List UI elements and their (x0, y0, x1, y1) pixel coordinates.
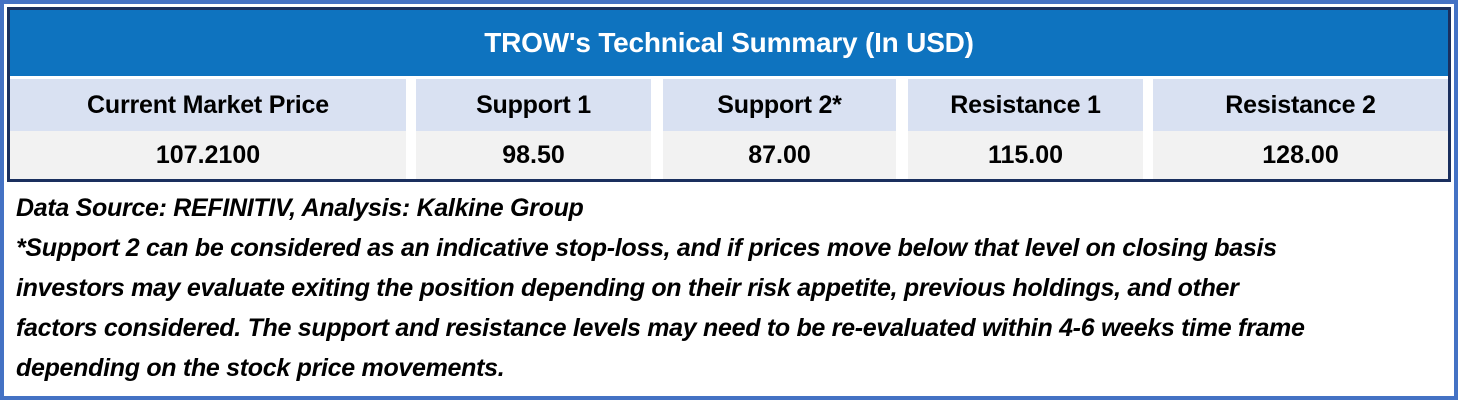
column-header: Support 2* (663, 79, 896, 131)
column-value: 98.50 (416, 131, 651, 179)
note-line: factors considered. The support and resi… (16, 314, 1305, 342)
table-columns: Current Market Price 107.2100 Support 1 … (10, 79, 1448, 179)
column-resistance-2: Resistance 2 128.00 (1153, 79, 1448, 179)
data-source-line: Data Source: REFINITIV, Analysis: Kalkin… (16, 194, 584, 222)
column-header: Current Market Price (10, 79, 406, 131)
column-support-2: Support 2* 87.00 (663, 79, 896, 179)
column-support-1: Support 1 98.50 (416, 79, 651, 179)
note-line: investors may evaluate exiting the posit… (16, 274, 1239, 302)
title-divider (10, 76, 1448, 79)
note-line: *Support 2 can be considered as an indic… (16, 234, 1277, 262)
table-title: TROW's Technical Summary (In USD) (10, 10, 1448, 76)
note-line: depending on the stock price movements. (16, 354, 505, 382)
column-value: 115.00 (908, 131, 1143, 179)
column-resistance-1: Resistance 1 115.00 (908, 79, 1143, 179)
column-value: 107.2100 (10, 131, 406, 179)
column-value: 87.00 (663, 131, 896, 179)
column-header: Resistance 2 (1153, 79, 1448, 131)
column-header: Support 1 (416, 79, 651, 131)
footnote-block: Data Source: REFINITIV, Analysis: Kalkin… (7, 182, 1451, 388)
column-value: 128.00 (1153, 131, 1448, 179)
column-header: Resistance 1 (908, 79, 1143, 131)
technical-summary-table: TROW's Technical Summary (In USD) Curren… (7, 7, 1451, 182)
column-current-market-price: Current Market Price 107.2100 (10, 79, 406, 179)
